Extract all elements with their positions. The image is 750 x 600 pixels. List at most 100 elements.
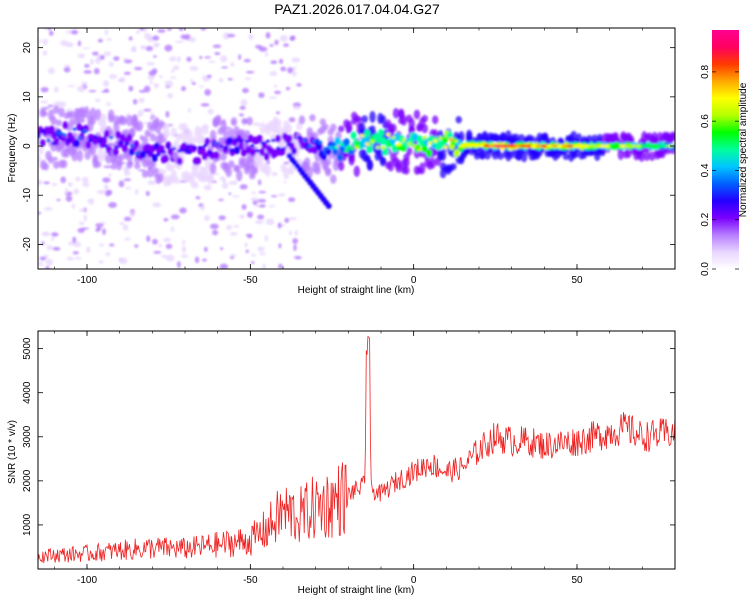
spectrogram-noise-cell <box>278 193 286 197</box>
spectrogram-noise-cell <box>226 33 236 38</box>
spectrogram-band-cell <box>364 129 371 138</box>
spectrogram-halo-cell <box>432 115 439 125</box>
spectrogram-noise-cell <box>51 236 55 242</box>
spectrogram-noise-cell <box>278 243 282 249</box>
spectrogram-noise-cell <box>45 266 50 269</box>
spectrogram-band-cell <box>272 148 279 157</box>
spectrogram-core-cell <box>56 131 62 135</box>
spectrogram-halo-cell <box>53 105 60 114</box>
spectrogram-noise-cell <box>108 61 114 67</box>
spectrogram-band-cell <box>263 152 270 161</box>
spectrogram-noise-cell <box>182 239 186 245</box>
spectrogram-noise-cell <box>128 85 134 92</box>
spectrogram-band-cell <box>204 137 211 146</box>
snr-series-line <box>38 335 675 563</box>
spectrogram-band-cell <box>256 134 263 143</box>
spectrogram-halo-cell <box>89 107 97 119</box>
spectrogram-y-tick-label: 10 <box>22 91 33 103</box>
spectrogram-halo-cell <box>562 152 570 160</box>
spectrogram-noise-cell <box>118 257 128 265</box>
spectrogram-core-cell <box>46 138 51 143</box>
spectrogram-noise-cell <box>53 86 59 93</box>
spectrogram-halo-cell <box>669 131 675 141</box>
spectrogram-noise-cell <box>63 66 71 73</box>
spectrogram-noise-cell <box>283 43 290 47</box>
spectrogram-noise-cell <box>253 122 261 127</box>
spectrogram-halo-cell <box>144 129 151 137</box>
spectrogram-halo-cell <box>110 163 117 170</box>
spectrogram-noise-cell <box>39 256 47 261</box>
spectrogram-noise-cell <box>152 202 162 208</box>
spectrogram-noise-cell <box>81 81 88 86</box>
spectrogram-noise-cell <box>292 105 300 110</box>
spectrogram-band-cell <box>421 144 428 153</box>
spectrogram-core-cell <box>82 129 88 133</box>
spectrogram-core-cell <box>51 142 56 146</box>
spectrogram-noise-cell <box>170 226 175 232</box>
spectrogram-band-cell <box>334 136 341 145</box>
colorbar-label: Normalized spectral amplitude <box>738 82 749 217</box>
spectrogram-band-cell <box>213 151 220 160</box>
spectrogram-halo-cell <box>575 133 583 146</box>
spectrogram-noise-cell <box>146 62 155 66</box>
spectrogram-band-cell <box>167 147 174 156</box>
spectrogram-noise-cell <box>243 58 251 63</box>
spectrogram-noise-cell <box>287 67 294 74</box>
spectrogram-halo-cell <box>228 128 235 136</box>
spectrogram-noise-cell <box>92 51 99 56</box>
spectrogram-branch-cell <box>325 203 332 210</box>
spectrogram-noise-cell <box>239 214 245 219</box>
spectrogram-noise-cell <box>268 96 278 100</box>
spectrogram-core-cell <box>203 143 208 148</box>
spectrogram-halo-cell <box>246 116 253 126</box>
spectrogram-core-cell <box>255 149 260 153</box>
spectrogram-noise-cell <box>74 256 82 260</box>
spectrogram-core-cell <box>302 138 307 142</box>
spectrogram-noise-cell <box>213 173 220 176</box>
spectrogram-band-cell <box>446 131 453 140</box>
spectrogram-noise-cell <box>95 223 104 228</box>
spectrogram-halo-cell <box>141 136 149 145</box>
colorbar: 0.0 0.2 0.4 0.6 0.8 Normalized spectral ampl… <box>700 30 749 276</box>
spectrogram-halo-cell <box>418 162 426 175</box>
spectrogram-noise-cell <box>84 63 90 68</box>
spectrogram-noise-cell <box>56 198 61 201</box>
spectrogram-noise-cell <box>164 80 174 87</box>
spectrogram-noise-cell <box>288 197 296 203</box>
spectrogram-noise-cell <box>289 36 295 41</box>
spectrogram-core-cell <box>119 141 124 145</box>
spectrogram-core-cell <box>354 145 360 150</box>
spectrogram-halo-cell <box>421 123 428 134</box>
spectrogram-noise-cell <box>44 207 53 211</box>
spectrogram-noise-cell <box>95 98 101 103</box>
spectrogram-y-axis-label: Frequency (Hz) <box>7 114 18 183</box>
spectrogram-halo-cell <box>215 117 222 126</box>
spectrogram-halo-cell <box>353 165 361 178</box>
snr-x-tick-label: -100 <box>77 575 97 586</box>
spectrogram-halo-cell <box>222 129 230 139</box>
spectrogram-halo-cell <box>369 110 376 123</box>
spectrogram-halo-cell <box>149 133 157 142</box>
spectrogram-noise-cell <box>204 89 212 96</box>
spectrogram-noise-cell <box>283 161 290 165</box>
spectrogram-noise-cell <box>43 181 50 185</box>
spectrogram-band-cell <box>394 132 401 141</box>
spectrogram-halo-cell <box>100 113 107 123</box>
spectrogram-noise-cell <box>146 235 151 242</box>
spectrogram-noise-cell <box>258 46 268 52</box>
snr-frame <box>37 330 676 570</box>
spectrogram-noise-cell <box>140 46 144 50</box>
spectrogram-noise-cell <box>250 197 259 202</box>
spectrogram-noise-cell <box>239 184 248 190</box>
spectrogram-noise-cell <box>119 221 125 225</box>
spectrogram-core-cell <box>276 146 281 150</box>
spectrogram-noise-cell <box>75 176 81 182</box>
spectrogram-core-cell <box>433 139 438 143</box>
spectrogram-halo-cell <box>50 144 57 152</box>
spectrogram-noise-cell <box>88 90 97 93</box>
spectrogram-noise-cell <box>73 188 79 195</box>
spectrogram-halo-cell <box>115 160 123 171</box>
spectrogram-halo-cell <box>230 117 238 127</box>
spectrogram-noise-cell <box>134 188 139 195</box>
spectrogram-band-cell <box>85 140 92 149</box>
